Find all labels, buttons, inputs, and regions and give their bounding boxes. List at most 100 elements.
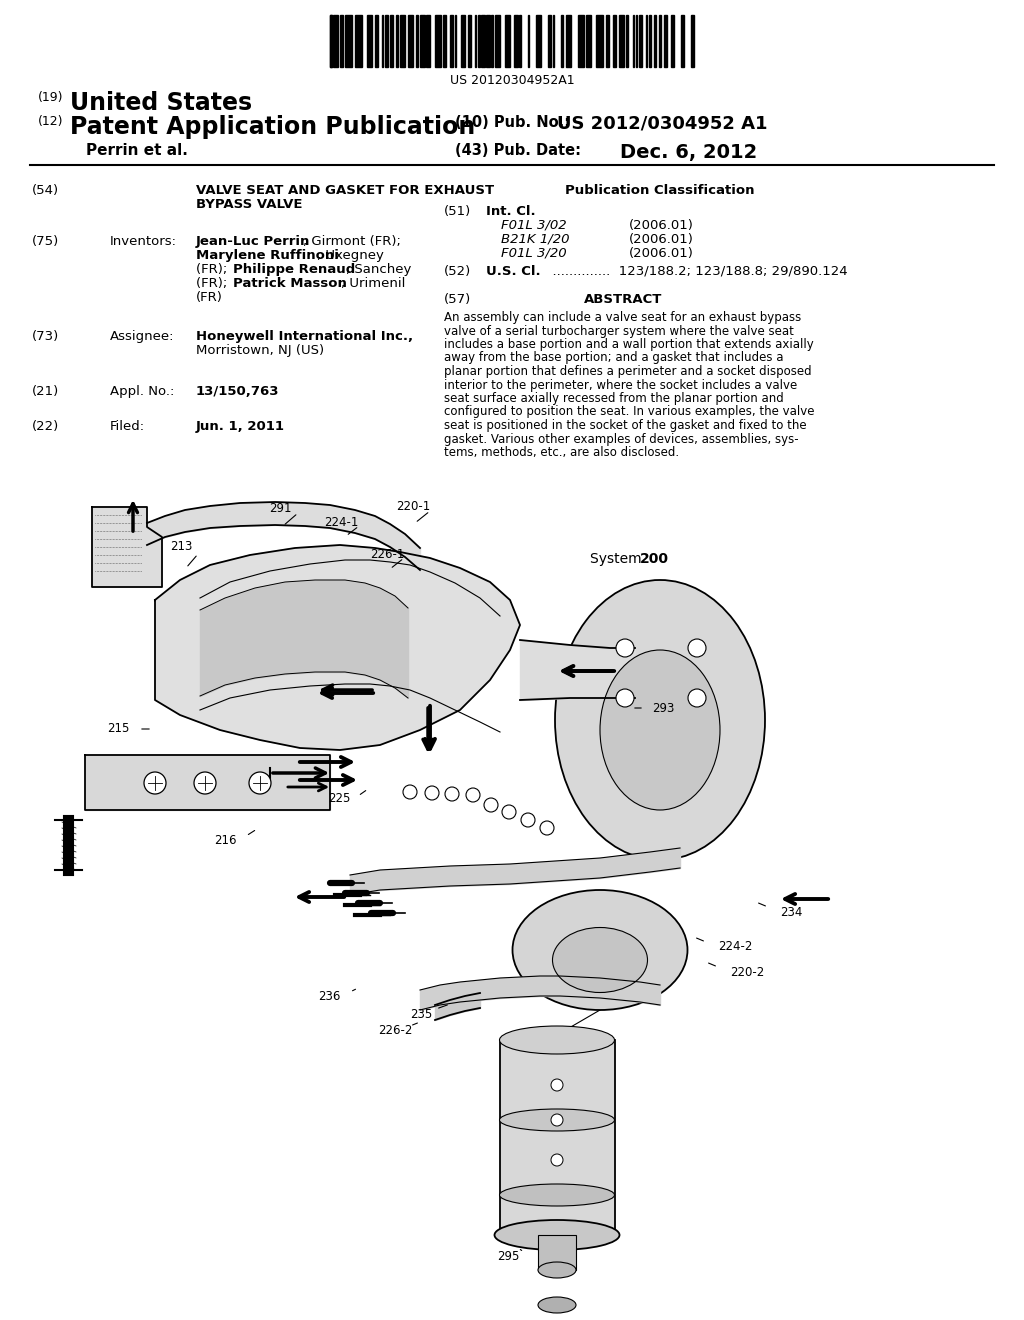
Circle shape (688, 639, 706, 657)
Bar (417, 15, 418, 67)
Circle shape (194, 772, 216, 795)
Text: seat is positioned in the socket of the gasket and fixed to the: seat is positioned in the socket of the … (444, 418, 807, 432)
Bar (665, 15, 668, 67)
Bar (375, 15, 378, 67)
Text: valve of a serial turbocharger system where the valve seat: valve of a serial turbocharger system wh… (444, 325, 794, 338)
Text: Inventors:: Inventors: (110, 235, 177, 248)
Ellipse shape (555, 579, 765, 861)
Text: (51): (51) (444, 205, 471, 218)
Ellipse shape (500, 1026, 614, 1053)
Text: US 2012/0304952 A1: US 2012/0304952 A1 (557, 115, 768, 133)
Text: 220-2: 220-2 (730, 965, 764, 978)
Text: 220-1: 220-1 (396, 500, 430, 513)
Text: , Urimenil: , Urimenil (341, 277, 406, 290)
Ellipse shape (500, 1184, 614, 1206)
Text: United States: United States (70, 91, 252, 115)
Text: 235: 235 (410, 1007, 432, 1020)
Bar (443, 15, 446, 67)
Text: (54): (54) (32, 183, 59, 197)
Text: Appl. No.:: Appl. No.: (110, 385, 174, 399)
Circle shape (466, 788, 480, 803)
Text: tems, methods, etc., are also disclosed.: tems, methods, etc., are also disclosed. (444, 446, 679, 459)
Text: Philippe Renaud: Philippe Renaud (233, 263, 355, 276)
Text: planar portion that defines a perimeter and a socket disposed: planar portion that defines a perimeter … (444, 366, 812, 378)
Bar (626, 15, 628, 67)
Ellipse shape (538, 1262, 575, 1278)
Bar (486, 15, 489, 67)
Text: (21): (21) (32, 385, 59, 399)
Circle shape (551, 1154, 563, 1166)
Circle shape (616, 639, 634, 657)
Circle shape (540, 821, 554, 836)
Bar (636, 15, 638, 67)
Bar (553, 15, 554, 67)
Text: gasket. Various other examples of devices, assemblies, sys-: gasket. Various other examples of device… (444, 433, 799, 446)
Bar (514, 15, 518, 67)
Ellipse shape (538, 1298, 575, 1313)
Text: U.S. Cl.: U.S. Cl. (486, 265, 541, 279)
Text: 291: 291 (269, 503, 292, 516)
Text: 224-2: 224-2 (718, 940, 753, 953)
Text: (12): (12) (38, 115, 63, 128)
Bar (606, 15, 609, 67)
Bar (435, 15, 441, 67)
Text: Morristown, NJ (US): Morristown, NJ (US) (196, 345, 325, 356)
Bar (468, 15, 471, 67)
Text: (FR);: (FR); (196, 263, 231, 276)
Circle shape (616, 689, 634, 708)
Text: (10) Pub. No.:: (10) Pub. No.: (455, 115, 570, 129)
Polygon shape (85, 755, 330, 810)
Bar (505, 15, 510, 67)
Text: 234: 234 (780, 906, 803, 919)
Text: Honeywell International Inc.,: Honeywell International Inc., (196, 330, 413, 343)
Bar (586, 15, 591, 67)
Text: (2006.01): (2006.01) (629, 219, 694, 232)
Bar (654, 15, 655, 67)
Text: F01L 3/02: F01L 3/02 (501, 219, 566, 232)
Text: , Girmont (FR);: , Girmont (FR); (303, 235, 400, 248)
Circle shape (502, 805, 516, 818)
Bar (495, 15, 500, 67)
Text: Publication Classification: Publication Classification (565, 183, 755, 197)
Text: (2006.01): (2006.01) (629, 234, 694, 246)
Text: 295: 295 (497, 1250, 519, 1263)
Text: seat surface axially recessed from the planar portion and: seat surface axially recessed from the p… (444, 392, 783, 405)
Bar (455, 15, 457, 67)
Bar (396, 15, 398, 67)
Bar (538, 1236, 575, 1270)
Text: Jean-Luc Perrin: Jean-Luc Perrin (196, 235, 310, 248)
Text: Patent Application Publication: Patent Application Publication (70, 115, 475, 139)
Text: (FR);: (FR); (196, 277, 231, 290)
Bar (578, 15, 585, 67)
Bar (334, 15, 338, 67)
Circle shape (144, 772, 166, 795)
Circle shape (425, 785, 439, 800)
Circle shape (551, 1114, 563, 1126)
Circle shape (445, 787, 459, 801)
Bar (566, 15, 571, 67)
Text: (75): (75) (32, 235, 59, 248)
Bar (382, 15, 383, 67)
Text: Perrin et al.: Perrin et al. (86, 143, 187, 158)
Bar (492, 15, 493, 67)
Bar (649, 15, 651, 67)
Bar (537, 15, 541, 67)
Bar (646, 15, 647, 67)
Bar (633, 15, 634, 67)
Text: 236: 236 (318, 990, 340, 1003)
Text: (FR): (FR) (196, 290, 223, 304)
Text: Marylene Ruffinoni: Marylene Ruffinoni (196, 249, 339, 261)
Ellipse shape (495, 1220, 620, 1250)
Circle shape (484, 799, 498, 812)
Text: (19): (19) (38, 91, 63, 104)
Text: 13/150,763: 13/150,763 (196, 385, 280, 399)
Circle shape (249, 772, 271, 795)
Bar (519, 15, 521, 67)
Bar (481, 15, 484, 67)
Text: ..............  123/188.2; 123/188.8; 29/890.124: .............. 123/188.2; 123/188.8; 29/… (544, 265, 848, 279)
Text: 213: 213 (170, 540, 193, 553)
Bar (345, 15, 351, 67)
Bar (527, 15, 529, 67)
Text: 226-2: 226-2 (378, 1024, 413, 1038)
Text: System: System (590, 552, 646, 566)
